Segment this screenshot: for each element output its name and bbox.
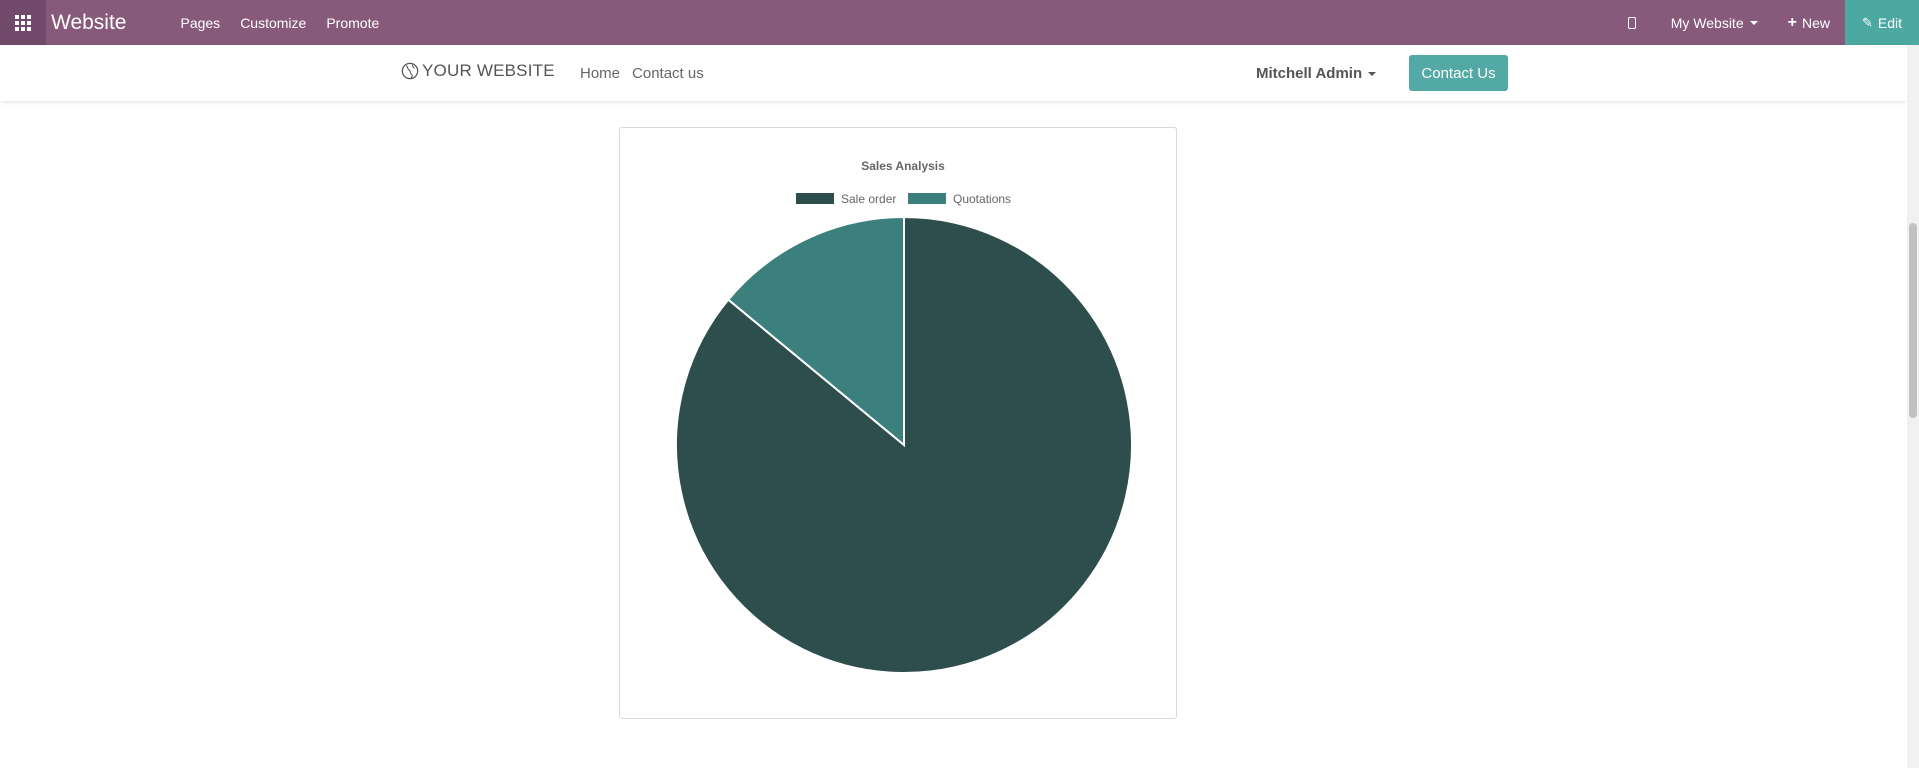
chevron-down-icon	[1749, 20, 1758, 25]
new-label: New	[1801, 14, 1830, 31]
legend-swatch-sale-order	[796, 193, 834, 204]
nav-home[interactable]: Home	[580, 65, 621, 82]
admin-navbar: Website Pages Customize Promote My Websi…	[0, 0, 1919, 45]
edit-label: Edit	[1877, 14, 1902, 31]
menu-customize[interactable]: Customize	[240, 14, 307, 31]
logo-text: YOUR WEBSITE	[422, 61, 555, 80]
menu-pages[interactable]: Pages	[180, 14, 221, 31]
apps-grid-icon	[15, 14, 31, 31]
globe-icon	[401, 62, 419, 80]
sales-pie-chart: Sales Analysis Sale order Quotations	[675, 159, 1133, 674]
edit-button[interactable]: ✎ Edit	[1844, 0, 1919, 45]
pencil-icon: ✎	[1861, 14, 1873, 30]
scrollbar-thumb[interactable]	[1909, 223, 1917, 418]
legend-label-sale-order[interactable]: Sale order	[841, 192, 896, 206]
site-nav: Home Contact us	[580, 65, 716, 82]
mobile-preview-button[interactable]	[1613, 0, 1656, 45]
pie-slice-quotations[interactable]	[726, 215, 905, 448]
chart-card: Sales Analysis Sale order Quotations	[619, 127, 1177, 719]
legend-label-quotations[interactable]: Quotations	[953, 192, 1011, 206]
new-button[interactable]: + New	[1773, 0, 1845, 45]
website-selector[interactable]: My Website	[1656, 0, 1773, 45]
contact-us-button[interactable]: Contact Us	[1409, 55, 1508, 91]
chart-title: Sales Analysis	[861, 159, 945, 173]
page-scrollbar[interactable]	[1907, 45, 1919, 768]
website-header: YOUR WEBSITE Home Contact us Mitchell Ad…	[0, 45, 1907, 101]
website-selector-label: My Website	[1670, 14, 1744, 31]
admin-navbar-right: My Website + New ✎ Edit	[1613, 0, 1919, 45]
admin-menu: Pages Customize Promote	[170, 15, 389, 31]
mobile-icon	[1627, 16, 1636, 29]
user-name: Mitchell Admin	[1256, 65, 1363, 82]
pie-slices	[675, 215, 1133, 674]
chevron-down-icon	[1368, 71, 1377, 76]
apps-menu-button[interactable]	[0, 0, 46, 45]
menu-promote[interactable]: Promote	[326, 14, 380, 31]
user-menu[interactable]: Mitchell Admin	[1256, 65, 1377, 82]
site-logo[interactable]: YOUR WEBSITE	[401, 61, 555, 81]
nav-contact-us[interactable]: Contact us	[632, 65, 704, 82]
legend-swatch-quotations	[908, 193, 946, 204]
app-brand[interactable]: Website	[51, 10, 127, 34]
plus-icon: +	[1787, 13, 1797, 31]
